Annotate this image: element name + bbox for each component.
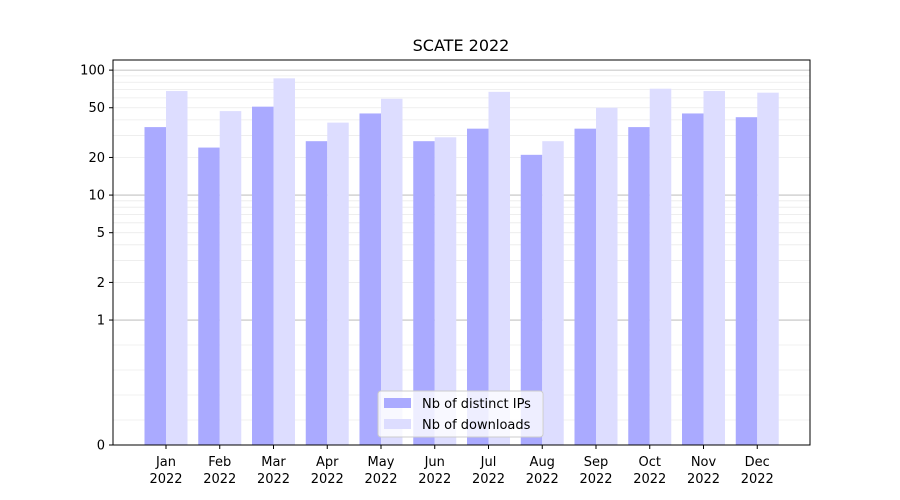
bar-downloads-jun: [434, 137, 457, 445]
legend-label-distinct-ips: Nb of distinct IPs: [422, 397, 531, 412]
bar-downloads-oct: [649, 88, 672, 446]
x-tick-label-year: 2022: [687, 472, 720, 487]
y-tick-label: 10: [88, 189, 105, 204]
legend: Nb of distinct IPs Nb of downloads: [377, 390, 544, 438]
x-tick-label-year: 2022: [149, 472, 182, 487]
x-tick-label-month: Aug: [530, 455, 555, 470]
bar-distinct-ips-may: [359, 113, 381, 445]
legend-swatch-distinct-ips: [384, 398, 411, 408]
y-tick-label: 5: [97, 226, 105, 241]
y-tick-label: 2: [97, 276, 105, 291]
x-axis: Jan 2022 Feb 2022 Mar 2022 Apr 2022 May 2022 Jun 20…: [149, 445, 774, 487]
x-tick-label-year: 2022: [633, 472, 666, 487]
bar-distinct-ips-apr: [305, 141, 328, 446]
bar-downloads-mar: [273, 78, 295, 445]
x-tick-label-month: Jan: [155, 455, 176, 470]
bar-distinct-ips-jun: [413, 141, 435, 446]
x-tick-label-month: Dec: [745, 455, 770, 470]
y-axis: 0 1 2 5 10 20 50 100: [80, 64, 113, 454]
x-tick-label-year: 2022: [418, 472, 451, 487]
bar-distinct-ips-oct: [628, 127, 650, 445]
x-tick-label-year: 2022: [364, 472, 397, 487]
x-tick-label-month: May: [368, 455, 395, 470]
x-tick-label-year: 2022: [579, 472, 612, 487]
bars-layer: [144, 78, 779, 446]
x-tick-label-month: Mar: [261, 455, 286, 470]
bar-downloads-jul: [488, 91, 510, 445]
x-tick-label-month: Sep: [584, 455, 609, 470]
bar-downloads-apr: [327, 122, 349, 445]
bar-distinct-ips-nov: [682, 113, 704, 445]
y-tick-label: 1: [97, 314, 105, 329]
x-tick-label-year: 2022: [311, 472, 344, 487]
x-tick-label-year: 2022: [257, 472, 290, 487]
chart-title: SCATE 2022: [413, 36, 510, 55]
plot-frame: [112, 59, 811, 446]
legend-swatch-downloads: [384, 419, 411, 429]
x-tick-label-year: 2022: [472, 472, 505, 487]
legend-box: [377, 390, 544, 438]
x-tick-label-month: Jul: [480, 455, 497, 470]
x-tick-label-year: 2022: [203, 472, 236, 487]
y-tick-label: 20: [88, 151, 105, 166]
bar-distinct-ips-jul: [467, 128, 489, 445]
bar-distinct-ips-jan: [144, 127, 166, 445]
bar-distinct-ips-sep: [574, 128, 596, 445]
legend-label-downloads: Nb of downloads: [422, 418, 531, 433]
x-tick-label-month: Apr: [316, 455, 339, 470]
bar-distinct-ips-dec: [735, 117, 758, 446]
bar-downloads-nov: [703, 91, 725, 446]
x-tick-label-year: 2022: [526, 472, 559, 487]
y-tick-label: 0: [97, 439, 105, 454]
x-tick-label-month: Nov: [691, 455, 717, 470]
bar-downloads-dec: [757, 92, 779, 446]
x-tick-label-month: Feb: [208, 455, 231, 470]
y-tick-label: 100: [80, 64, 105, 79]
x-tick-label-month: Oct: [639, 455, 661, 470]
x-tick-label-month: Jun: [424, 455, 445, 470]
bar-distinct-ips-aug: [520, 154, 543, 445]
bar-downloads-jan: [166, 91, 188, 446]
bar-downloads-feb: [219, 111, 242, 445]
bar-distinct-ips-mar: [252, 106, 274, 445]
y-tick-label: 50: [88, 101, 105, 116]
bar-distinct-ips-feb: [198, 147, 220, 445]
x-tick-label-year: 2022: [741, 472, 774, 487]
bar-downloads-may: [381, 98, 403, 445]
bar-downloads-aug: [542, 141, 564, 446]
bar-downloads-sep: [596, 107, 618, 445]
